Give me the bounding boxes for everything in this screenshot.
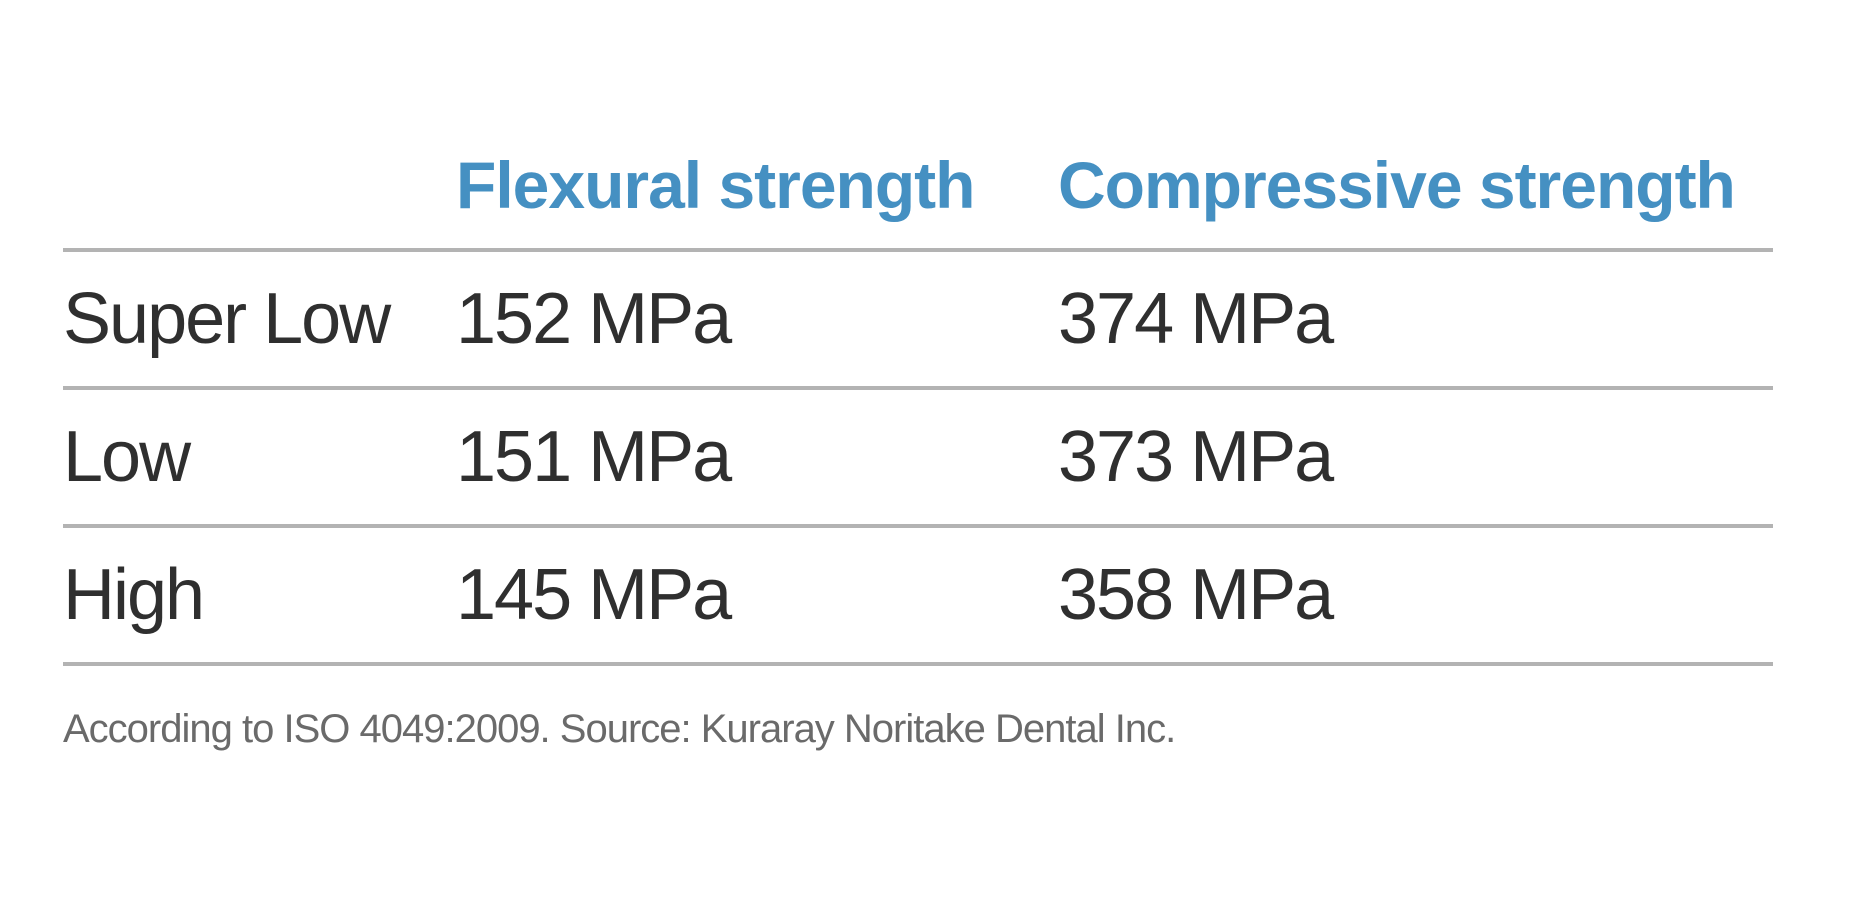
compressive-value: 373 MPa [1058,417,1334,497]
header-flexural-strength: Flexural strength [456,148,975,222]
table-row: Low 151 MPa 373 MPa [63,390,1773,528]
table-row: High 145 MPa 358 MPa [63,528,1773,666]
table-header-row: Flexural strength Compressive strength [63,132,1773,252]
row-label: High [63,555,205,635]
row-label: Super Low [63,279,391,359]
flexural-value: 151 MPa [456,417,732,497]
row-label: Low [63,417,191,497]
flexural-value: 152 MPa [456,279,732,359]
table-row: Super Low 152 MPa 374 MPa [63,252,1773,390]
header-compressive-strength: Compressive strength [1058,148,1736,222]
strength-table: Flexural strength Compressive strength S… [63,132,1773,666]
flexural-value: 145 MPa [456,555,732,635]
compressive-value: 358 MPa [1058,555,1334,635]
compressive-value: 374 MPa [1058,279,1334,359]
source-footnote: According to ISO 4049:2009. Source: Kura… [63,707,1176,751]
